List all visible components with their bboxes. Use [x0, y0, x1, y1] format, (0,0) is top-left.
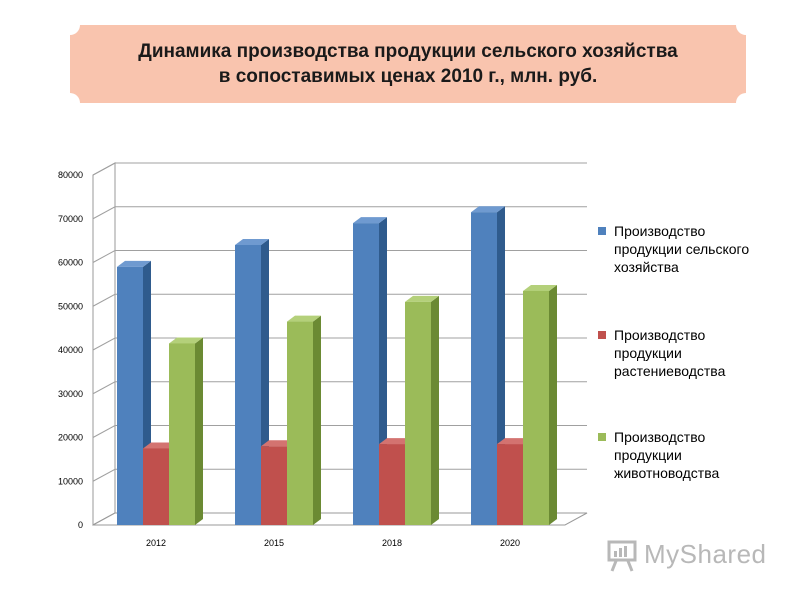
gridline [92, 162, 587, 176]
bar-top [405, 295, 439, 302]
chart-title-line-1: Динамика производства продукции сельског… [138, 41, 678, 62]
watermark-text: MyShared [644, 539, 767, 569]
y-tick-label: 10000 [58, 476, 83, 486]
gridline [92, 425, 587, 438]
x-tick-label: 2018 [382, 538, 402, 548]
y-tick-label: 60000 [58, 258, 83, 268]
bar-top [261, 440, 295, 447]
gridline [92, 250, 587, 263]
y-tick-label: 20000 [58, 433, 83, 443]
gridline [92, 337, 587, 351]
bar-top [523, 284, 557, 291]
presentation-board-icon [607, 540, 637, 572]
bar [497, 444, 523, 525]
legend-label-livestock: Производство продукции животноводства [614, 428, 784, 482]
y-tick-label: 30000 [58, 389, 83, 399]
legend-label-line: животноводства [614, 465, 720, 481]
bar-side [549, 284, 557, 525]
bar-top [497, 438, 531, 445]
legend-label-line: Производство [614, 429, 706, 445]
legend-label-line: продукции сельского [614, 241, 750, 257]
gridline [92, 293, 587, 307]
y-tick-label: 50000 [58, 301, 83, 311]
bar-side [195, 337, 203, 525]
legend-label-agriculture: Производство продукции сельского хозяйст… [614, 222, 784, 276]
bar [405, 301, 431, 525]
bar [261, 446, 287, 525]
bar-top [117, 260, 151, 267]
legend-swatch-agriculture [598, 227, 606, 235]
legend-label-line: Производство [614, 223, 706, 239]
bar [471, 212, 497, 525]
legend-label-line: Производство [614, 327, 706, 343]
x-tick-label: 2015 [264, 538, 284, 548]
bar [379, 444, 405, 525]
legend-label-line: продукции [614, 447, 682, 463]
x-tick-label: 2012 [146, 538, 166, 548]
y-tick-label: 80000 [58, 170, 83, 180]
bar-top [235, 239, 269, 245]
bar-top [353, 217, 387, 224]
bar [523, 290, 549, 525]
bar-top [169, 337, 203, 344]
legend-label-line: продукции [614, 345, 682, 361]
y-tick-label: 70000 [58, 214, 83, 224]
legend-swatch-crops [598, 331, 606, 339]
bar [169, 343, 195, 525]
y-tick-label: 40000 [58, 345, 83, 355]
bar-top [143, 442, 177, 449]
bar-top [287, 315, 321, 322]
banner-shape [70, 25, 746, 103]
bar-side [431, 295, 439, 525]
bar [143, 448, 169, 525]
legend-label-crops: Производство продукции растениеводства [614, 326, 784, 380]
bar [353, 223, 379, 525]
gridline [92, 206, 587, 220]
chart-title: Динамика производства продукции сельског… [70, 39, 746, 89]
chart-title-line-2: в сопоставимых ценах 2010 г., млн. руб. [218, 66, 598, 87]
legend-swatch-livestock [598, 433, 606, 441]
y-tick-label: 0 [78, 520, 83, 530]
legend-label-line: хозяйства [614, 259, 679, 275]
bar [287, 321, 313, 525]
bar [235, 245, 261, 525]
bar-top [379, 438, 413, 445]
bar-top [471, 206, 505, 213]
x-tick-label: 2020 [500, 538, 520, 548]
bar [117, 266, 143, 525]
gridline [92, 381, 587, 395]
legend-label-line: растениеводства [614, 363, 726, 379]
watermark-logo: MyShared [606, 537, 776, 573]
bar-side [313, 315, 321, 525]
title-banner: Динамика производства продукции сельског… [70, 25, 746, 103]
